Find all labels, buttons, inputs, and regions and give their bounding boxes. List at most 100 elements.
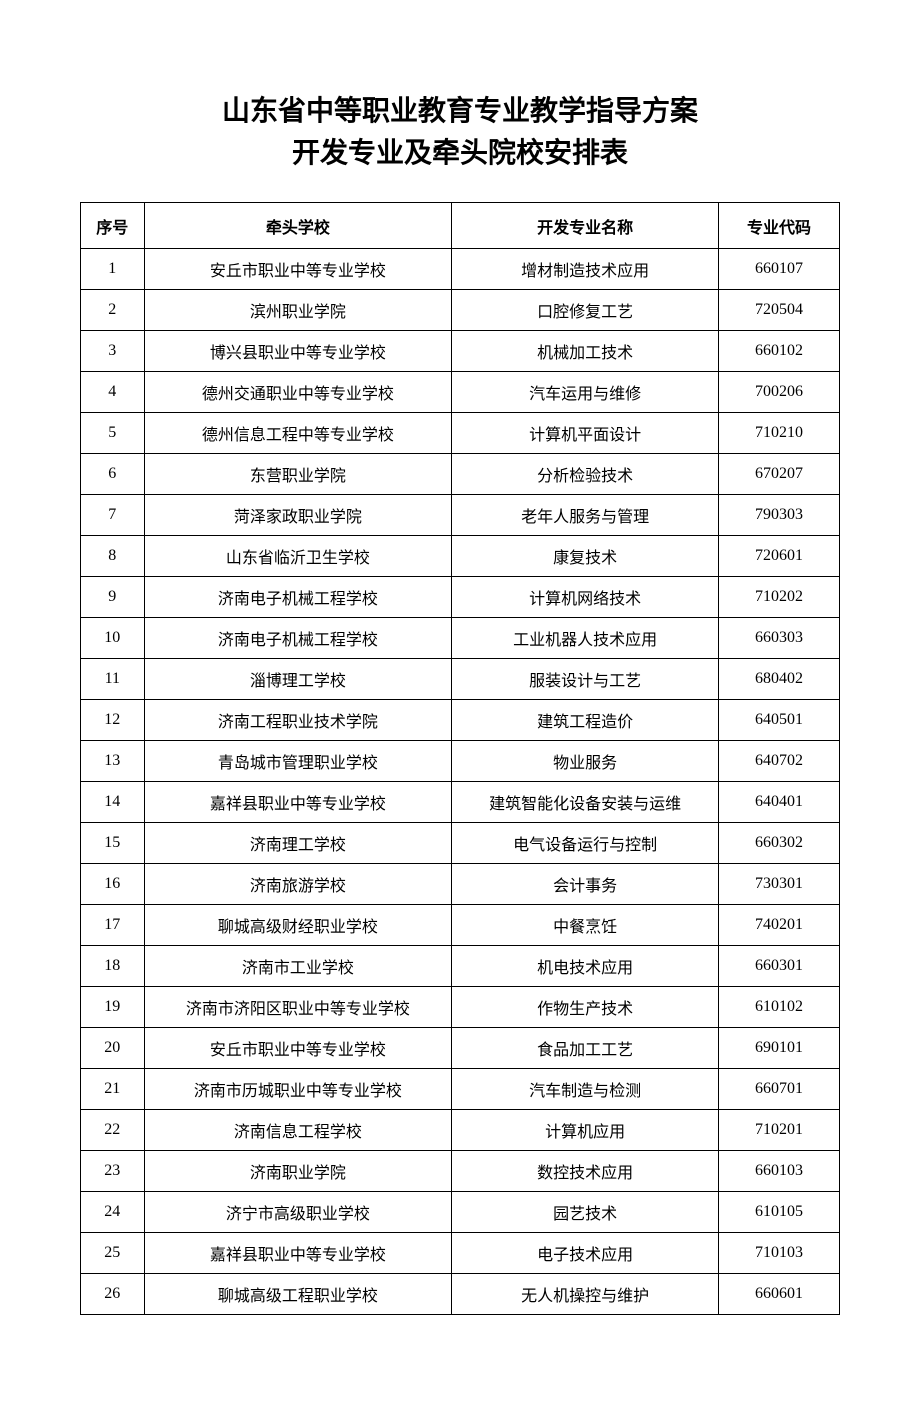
- table-cell: 640501: [718, 700, 839, 741]
- table-cell: 德州交通职业中等专业学校: [144, 372, 452, 413]
- table-row: 23济南职业学院数控技术应用660103: [81, 1151, 840, 1192]
- table-cell: 710103: [718, 1233, 839, 1274]
- table-cell: 17: [81, 905, 145, 946]
- table-cell: 13: [81, 741, 145, 782]
- table-row: 17聊城高级财经职业学校中餐烹饪740201: [81, 905, 840, 946]
- table-cell: 东营职业学院: [144, 454, 452, 495]
- table-cell: 汽车制造与检测: [452, 1069, 719, 1110]
- table-cell: 26: [81, 1274, 145, 1315]
- table-row: 2滨州职业学院口腔修复工艺720504: [81, 290, 840, 331]
- table-cell: 物业服务: [452, 741, 719, 782]
- table-row: 21济南市历城职业中等专业学校汽车制造与检测660701: [81, 1069, 840, 1110]
- table-cell: 机械加工技术: [452, 331, 719, 372]
- table-cell: 康复技术: [452, 536, 719, 577]
- table-row: 20安丘市职业中等专业学校食品加工工艺690101: [81, 1028, 840, 1069]
- table-row: 22济南信息工程学校计算机应用710201: [81, 1110, 840, 1151]
- header-school: 牵头学校: [144, 203, 452, 249]
- table-cell: 电子技术应用: [452, 1233, 719, 1274]
- table-header-row: 序号 牵头学校 开发专业名称 专业代码: [81, 203, 840, 249]
- table-cell: 670207: [718, 454, 839, 495]
- table-cell: 青岛城市管理职业学校: [144, 741, 452, 782]
- table-cell: 博兴县职业中等专业学校: [144, 331, 452, 372]
- table-cell: 中餐烹饪: [452, 905, 719, 946]
- table-cell: 聊城高级财经职业学校: [144, 905, 452, 946]
- table-cell: 安丘市职业中等专业学校: [144, 249, 452, 290]
- table-cell: 9: [81, 577, 145, 618]
- table-cell: 790303: [718, 495, 839, 536]
- table-row: 10济南电子机械工程学校工业机器人技术应用660303: [81, 618, 840, 659]
- table-cell: 660303: [718, 618, 839, 659]
- document-title: 山东省中等职业教育专业教学指导方案 开发专业及牵头院校安排表: [80, 90, 840, 174]
- table-cell: 计算机平面设计: [452, 413, 719, 454]
- table-row: 16济南旅游学校会计事务730301: [81, 864, 840, 905]
- table-cell: 聊城高级工程职业学校: [144, 1274, 452, 1315]
- table-cell: 6: [81, 454, 145, 495]
- table-cell: 14: [81, 782, 145, 823]
- table-cell: 710202: [718, 577, 839, 618]
- table-cell: 640401: [718, 782, 839, 823]
- table-row: 9济南电子机械工程学校计算机网络技术710202: [81, 577, 840, 618]
- table-cell: 610102: [718, 987, 839, 1028]
- table-cell: 机电技术应用: [452, 946, 719, 987]
- table-cell: 10: [81, 618, 145, 659]
- table-cell: 济宁市高级职业学校: [144, 1192, 452, 1233]
- table-cell: 作物生产技术: [452, 987, 719, 1028]
- schedule-table: 序号 牵头学校 开发专业名称 专业代码 1安丘市职业中等专业学校增材制造技术应用…: [80, 202, 840, 1315]
- table-cell: 济南市历城职业中等专业学校: [144, 1069, 452, 1110]
- table-cell: 25: [81, 1233, 145, 1274]
- table-cell: 21: [81, 1069, 145, 1110]
- table-cell: 计算机网络技术: [452, 577, 719, 618]
- table-cell: 22: [81, 1110, 145, 1151]
- table-cell: 增材制造技术应用: [452, 249, 719, 290]
- table-cell: 食品加工工艺: [452, 1028, 719, 1069]
- table-cell: 710201: [718, 1110, 839, 1151]
- table-row: 1安丘市职业中等专业学校增材制造技术应用660107: [81, 249, 840, 290]
- table-cell: 3: [81, 331, 145, 372]
- table-cell: 16: [81, 864, 145, 905]
- table-cell: 720504: [718, 290, 839, 331]
- table-row: 11淄博理工学校服装设计与工艺680402: [81, 659, 840, 700]
- table-cell: 660103: [718, 1151, 839, 1192]
- title-line-2: 开发专业及牵头院校安排表: [80, 132, 840, 174]
- table-cell: 720601: [718, 536, 839, 577]
- table-row: 26聊城高级工程职业学校无人机操控与维护660601: [81, 1274, 840, 1315]
- table-cell: 济南旅游学校: [144, 864, 452, 905]
- table-cell: 嘉祥县职业中等专业学校: [144, 1233, 452, 1274]
- table-cell: 710210: [718, 413, 839, 454]
- table-row: 13青岛城市管理职业学校物业服务640702: [81, 741, 840, 782]
- table-row: 4德州交通职业中等专业学校汽车运用与维修700206: [81, 372, 840, 413]
- table-cell: 11: [81, 659, 145, 700]
- table-body: 1安丘市职业中等专业学校增材制造技术应用6601072滨州职业学院口腔修复工艺7…: [81, 249, 840, 1315]
- table-cell: 660107: [718, 249, 839, 290]
- table-cell: 安丘市职业中等专业学校: [144, 1028, 452, 1069]
- table-cell: 济南电子机械工程学校: [144, 577, 452, 618]
- table-row: 24济宁市高级职业学校园艺技术610105: [81, 1192, 840, 1233]
- table-cell: 济南理工学校: [144, 823, 452, 864]
- table-cell: 20: [81, 1028, 145, 1069]
- table-cell: 口腔修复工艺: [452, 290, 719, 331]
- table-cell: 德州信息工程中等专业学校: [144, 413, 452, 454]
- table-row: 7菏泽家政职业学院老年人服务与管理790303: [81, 495, 840, 536]
- table-cell: 680402: [718, 659, 839, 700]
- table-row: 18济南市工业学校机电技术应用660301: [81, 946, 840, 987]
- table-row: 19济南市济阳区职业中等专业学校作物生产技术610102: [81, 987, 840, 1028]
- table-cell: 23: [81, 1151, 145, 1192]
- table-cell: 山东省临沂卫生学校: [144, 536, 452, 577]
- table-cell: 济南工程职业技术学院: [144, 700, 452, 741]
- header-major: 开发专业名称: [452, 203, 719, 249]
- table-cell: 园艺技术: [452, 1192, 719, 1233]
- table-cell: 分析检验技术: [452, 454, 719, 495]
- table-cell: 老年人服务与管理: [452, 495, 719, 536]
- table-cell: 8: [81, 536, 145, 577]
- table-cell: 730301: [718, 864, 839, 905]
- table-cell: 济南市济阳区职业中等专业学校: [144, 987, 452, 1028]
- table-row: 15济南理工学校电气设备运行与控制660302: [81, 823, 840, 864]
- table-cell: 计算机应用: [452, 1110, 719, 1151]
- table-cell: 660701: [718, 1069, 839, 1110]
- table-cell: 740201: [718, 905, 839, 946]
- table-cell: 滨州职业学院: [144, 290, 452, 331]
- table-cell: 嘉祥县职业中等专业学校: [144, 782, 452, 823]
- table-cell: 5: [81, 413, 145, 454]
- table-cell: 1: [81, 249, 145, 290]
- table-row: 8山东省临沂卫生学校康复技术720601: [81, 536, 840, 577]
